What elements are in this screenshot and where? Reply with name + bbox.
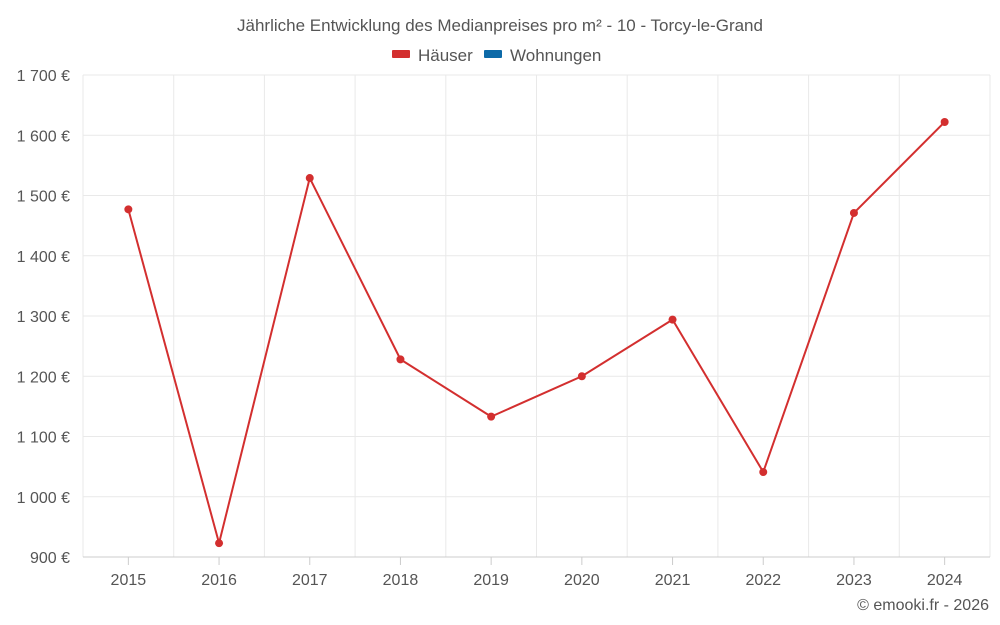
data-point[interactable]: [305, 174, 314, 183]
legend: Häuser Wohnungen: [392, 46, 601, 65]
series-line-0: [127, 121, 946, 545]
legend-label-wohnungen: Wohnungen: [510, 46, 601, 65]
x-tick-label: 2020: [564, 572, 600, 589]
y-tick-label: 1 500 €: [17, 189, 70, 206]
credit-text: © emooki.fr - 2026: [857, 597, 989, 614]
x-tick-label: 2024: [927, 572, 963, 589]
x-tick-label: 2022: [745, 572, 781, 589]
y-tick-label: 1 700 €: [17, 68, 70, 85]
plot-area: [124, 117, 949, 548]
data-point[interactable]: [124, 205, 133, 214]
data-point[interactable]: [849, 208, 858, 217]
y-tick-label: 1 300 €: [17, 309, 70, 326]
legend-label-haeuser: Häuser: [418, 46, 473, 65]
y-tick-label: 1 400 €: [17, 249, 70, 266]
y-tick-label: 1 600 €: [17, 128, 70, 145]
data-point[interactable]: [215, 539, 224, 548]
x-tick-label: 2019: [473, 572, 509, 589]
legend-item-wohnungen[interactable]: Wohnungen: [484, 46, 601, 65]
y-axis: 900 € 1 000 € 1 100 € 1 200 € 1 300 € 1 400 €…: [17, 68, 70, 567]
y-tick-label: 1 200 €: [17, 369, 70, 386]
grid: [82, 74, 991, 557]
chart-title: Jährliche Entwicklung des Medianpreises …: [237, 16, 763, 35]
data-point[interactable]: [940, 117, 949, 126]
y-tick-label: 1 100 €: [17, 430, 70, 447]
data-point[interactable]: [396, 355, 405, 364]
legend-swatch-haeuser: [392, 50, 410, 58]
x-tick-label: 2017: [292, 572, 328, 589]
x-tick-label: 2016: [201, 572, 237, 589]
data-point[interactable]: [487, 412, 496, 421]
legend-swatch-wohnungen: [484, 50, 502, 58]
data-point[interactable]: [577, 372, 586, 381]
x-tick-label: 2018: [383, 572, 419, 589]
x-axis: 2015 2016 2017 2018 2019 2020 2021 2022 2023 2024: [83, 556, 990, 589]
data-point[interactable]: [759, 468, 768, 477]
x-tick-label: 2023: [836, 572, 872, 589]
legend-item-haeuser[interactable]: Häuser: [392, 46, 473, 65]
x-tick-label: 2015: [111, 572, 147, 589]
data-point[interactable]: [668, 315, 677, 324]
y-tick-label: 1 000 €: [17, 490, 70, 507]
y-tick-label: 900 €: [30, 550, 70, 567]
x-tick-label: 2021: [655, 572, 691, 589]
